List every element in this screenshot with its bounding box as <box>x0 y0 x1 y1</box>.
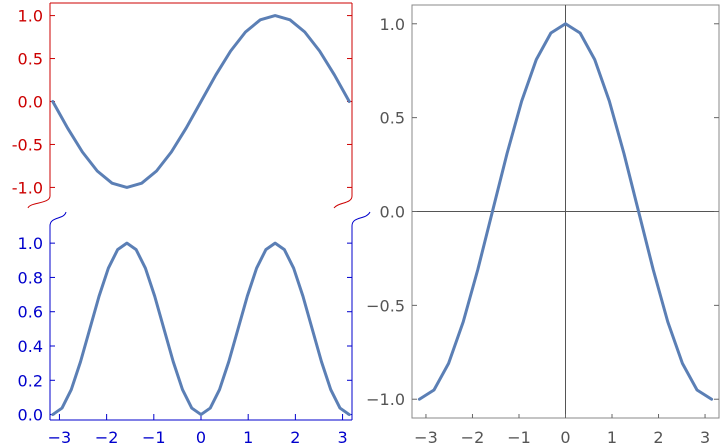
x-tick-label: −2 <box>95 428 119 447</box>
y-tick-label: 0.0 <box>380 203 405 222</box>
y-tick-label: 0.4 <box>18 337 43 356</box>
y-tick-label: 0.0 <box>18 406 43 425</box>
axis-break-right <box>351 211 371 227</box>
chart-panel-2: 0.0 0.2 0.4 0.6 0.8 1.0 −3 −2 −1 0 1 2 3 <box>18 211 371 447</box>
x-tick-label: −3 <box>48 428 72 447</box>
chart-panel-3: −1.0 −0.5 0.0 0.5 1.0 −3 −2 −1 0 1 2 3 <box>366 4 720 447</box>
x-tick-label: −1 <box>507 428 531 447</box>
y-tick-label: −1.0 <box>366 390 405 409</box>
y-tick-label: 1.0 <box>18 234 43 253</box>
x-tick-label: 0 <box>196 428 206 447</box>
y-tick-label: −0.5 <box>366 296 405 315</box>
axis-break-right <box>333 195 353 209</box>
x-tick-label: −2 <box>461 428 485 447</box>
x-tick-label: 1 <box>243 428 253 447</box>
y-tick-label: -1.0 <box>12 178 43 197</box>
axis-break-left <box>49 211 67 227</box>
y-tick-label: 1.0 <box>18 7 43 26</box>
x-tick-label: 3 <box>337 428 347 447</box>
y-tick-label: 0.5 <box>380 109 405 128</box>
x-tick-label: 2 <box>290 428 300 447</box>
x-tick-label: 0 <box>560 428 570 447</box>
axis-break-left <box>27 195 51 209</box>
y-tick-label: 0.0 <box>18 93 43 112</box>
y-tick-label: 0.2 <box>18 371 43 390</box>
y-tick-label: 1.0 <box>380 15 405 34</box>
series-line-1 <box>51 14 351 189</box>
x-tick-label: 1 <box>607 428 617 447</box>
x-tick-label: −1 <box>142 428 166 447</box>
series-line-1 <box>417 22 714 401</box>
x-tick-label: 2 <box>653 428 663 447</box>
y-tick-label: 0.8 <box>18 268 43 287</box>
x-tick-label: −3 <box>414 428 438 447</box>
x-tick-label: 3 <box>700 428 710 447</box>
y-tick-label: -0.5 <box>12 135 43 154</box>
chart-panel-1: -1.0 -0.5 0.0 0.5 1.0 <box>12 2 353 209</box>
y-tick-label: 0.5 <box>18 50 43 69</box>
y-tick-label: 0.6 <box>18 303 43 322</box>
series-line-1 <box>51 241 351 417</box>
